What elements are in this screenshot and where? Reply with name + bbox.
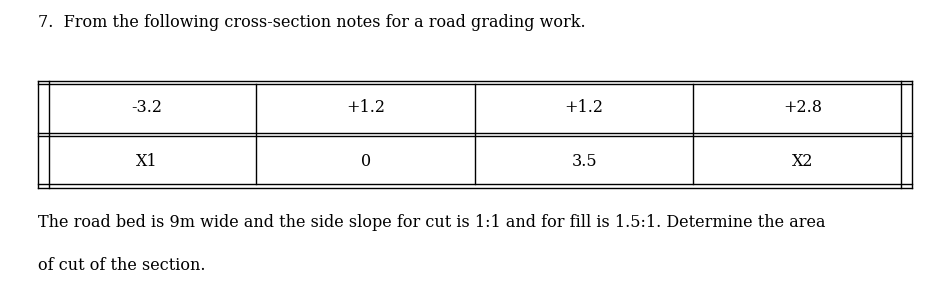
Text: +1.2: +1.2 bbox=[564, 99, 603, 116]
Text: +2.8: +2.8 bbox=[783, 99, 821, 116]
Text: of cut of the section.: of cut of the section. bbox=[38, 257, 205, 274]
Text: 3.5: 3.5 bbox=[571, 153, 597, 170]
Text: 7.  From the following cross-section notes for a road grading work.: 7. From the following cross-section note… bbox=[38, 14, 584, 32]
Text: X2: X2 bbox=[791, 153, 813, 170]
Text: 0: 0 bbox=[361, 153, 370, 170]
Text: -3.2: -3.2 bbox=[131, 99, 162, 116]
Text: X1: X1 bbox=[136, 153, 158, 170]
Text: The road bed is 9m wide and the side slope for cut is 1:1 and for fill is 1.5:1.: The road bed is 9m wide and the side slo… bbox=[38, 214, 824, 231]
Text: +1.2: +1.2 bbox=[346, 99, 385, 116]
